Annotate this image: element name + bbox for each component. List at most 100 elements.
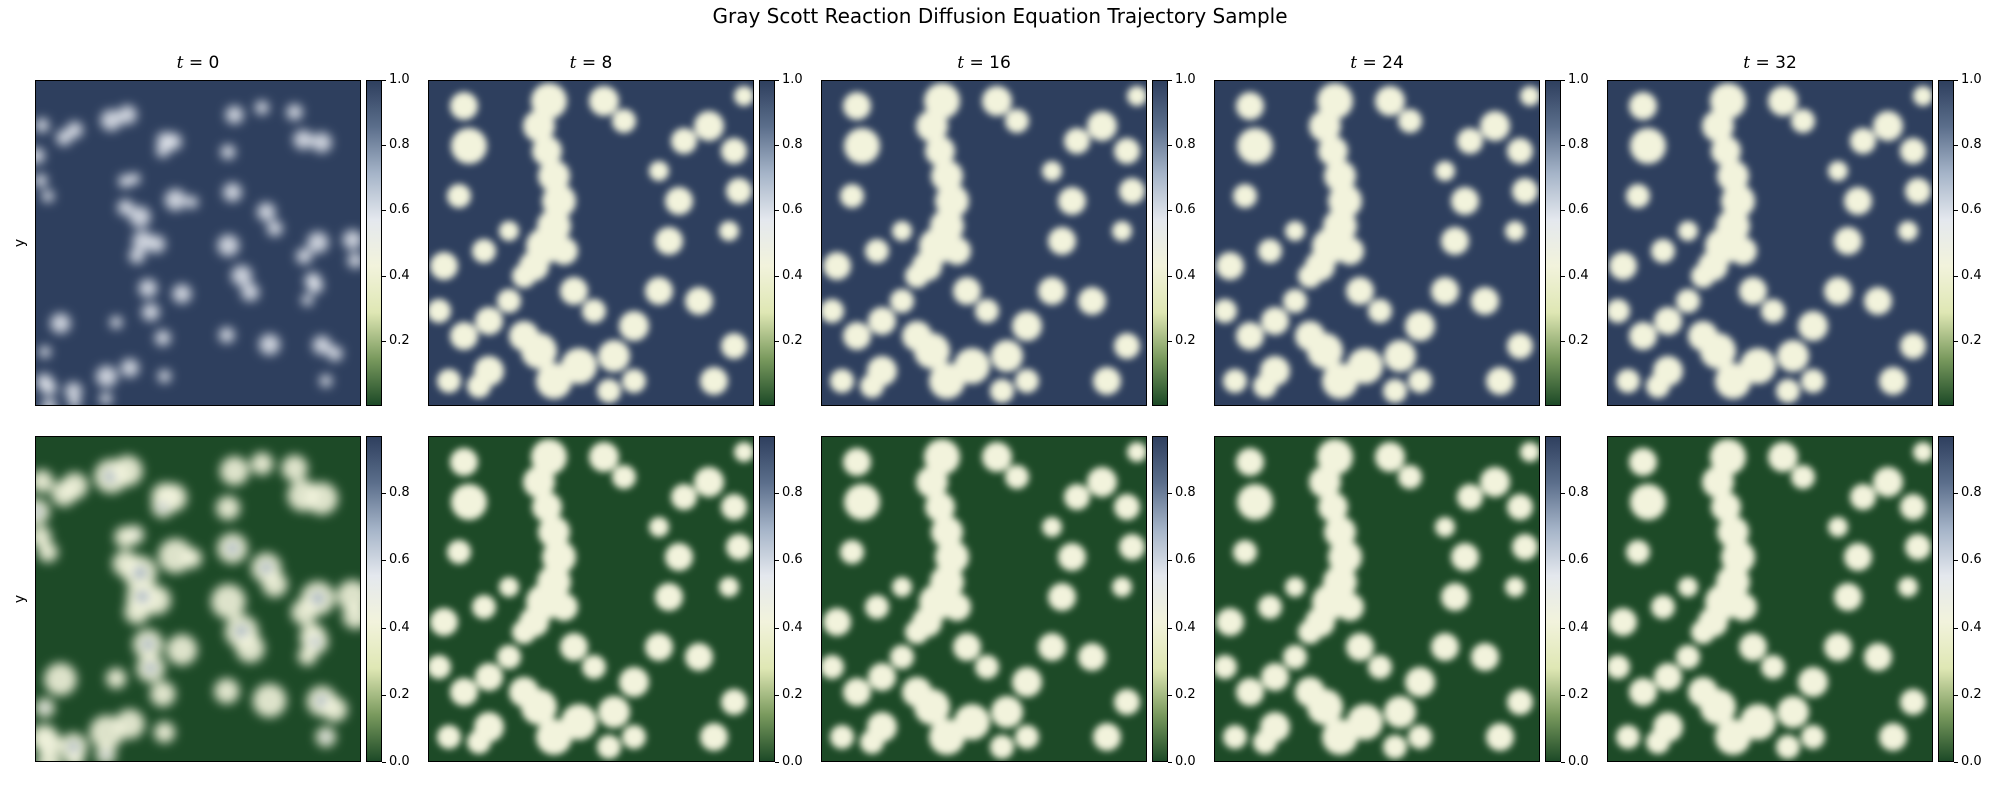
heatmap-blob bbox=[1398, 109, 1422, 133]
colorbar-tick-label: 0.2 bbox=[389, 687, 410, 702]
heatmap-blob bbox=[1798, 311, 1828, 341]
heatmap-panel-r0-c2 bbox=[821, 80, 1147, 406]
colorbar-tickmark bbox=[1168, 341, 1172, 342]
colorbar-tick-label: 0.4 bbox=[1961, 268, 1982, 283]
colorbar-tick-label: 0.0 bbox=[782, 754, 803, 769]
heatmap-blob bbox=[450, 92, 478, 120]
colorbar-tick-label: 0.2 bbox=[1175, 687, 1196, 702]
heatmap-blob bbox=[1336, 237, 1364, 265]
colorbar-r0-c1 bbox=[759, 80, 775, 406]
heatmap-blob bbox=[991, 340, 1023, 372]
heatmap-blob bbox=[1383, 379, 1407, 403]
heatmap-blob bbox=[1761, 299, 1785, 323]
heatmap-blob bbox=[164, 189, 187, 211]
colorbar-tickmark bbox=[382, 493, 386, 494]
heatmap-blob bbox=[36, 469, 54, 493]
colorbar-tickmark bbox=[775, 276, 779, 277]
heatmap-blob bbox=[1834, 227, 1862, 255]
heatmap-blob bbox=[892, 577, 912, 597]
heatmap-blob bbox=[622, 369, 646, 393]
colorbar-tickmark bbox=[1561, 762, 1565, 763]
colorbar-r1-c3 bbox=[1545, 436, 1561, 762]
heatmap-blob bbox=[1739, 277, 1767, 305]
heatmap-blob bbox=[254, 100, 269, 115]
heatmap-blob bbox=[671, 128, 697, 154]
heatmap-blob bbox=[1879, 367, 1907, 395]
heatmap-blob bbox=[1700, 689, 1736, 725]
heatmap-blob bbox=[153, 721, 176, 743]
heatmap-blob bbox=[450, 678, 478, 706]
heatmap-blob bbox=[597, 735, 621, 759]
heatmap-blob bbox=[1864, 643, 1892, 671]
heatmap-blob bbox=[36, 147, 45, 164]
heatmap-blob bbox=[914, 333, 950, 369]
heatmap-panel-r1-c1 bbox=[428, 436, 754, 762]
heatmap-blob bbox=[860, 730, 884, 754]
colorbar-tick-label: 0.4 bbox=[1175, 620, 1196, 635]
colorbar-r0-c2 bbox=[1152, 80, 1168, 406]
heatmap-blob bbox=[1237, 484, 1273, 520]
heatmap-blob bbox=[830, 725, 854, 749]
colorbar-tick-label: 0.0 bbox=[389, 754, 410, 769]
panel-title-c0: t = 0 bbox=[35, 53, 361, 73]
heatmap-blob bbox=[36, 118, 50, 133]
heatmap-blob bbox=[1058, 543, 1086, 571]
heatmap-blob bbox=[521, 333, 557, 369]
panel-title-value: = 32 bbox=[1750, 53, 1797, 73]
heatmap-blob bbox=[1114, 333, 1140, 359]
colorbar-tickmark bbox=[382, 276, 386, 277]
heatmap-blob bbox=[164, 132, 182, 151]
heatmap-blob bbox=[99, 392, 113, 405]
heatmap-blob bbox=[1654, 307, 1682, 335]
heatmap-blob bbox=[523, 110, 555, 142]
heatmap-blob bbox=[499, 577, 519, 597]
heatmap-blob bbox=[312, 335, 332, 355]
heatmap-blob bbox=[925, 492, 955, 522]
heatmap-blob bbox=[219, 456, 250, 486]
colorbar-tickmark bbox=[1954, 762, 1958, 763]
colorbar-tickmark bbox=[1954, 210, 1958, 211]
heatmap-blob bbox=[129, 206, 151, 228]
heatmap-blob bbox=[1824, 277, 1852, 305]
heatmap-blob bbox=[1119, 178, 1145, 204]
heatmap-blob bbox=[1093, 367, 1121, 395]
heatmap-blob bbox=[645, 633, 673, 661]
heatmap-blob bbox=[1347, 704, 1383, 740]
colorbar-tickmark bbox=[1954, 276, 1958, 277]
heatmap-blob bbox=[1435, 517, 1455, 537]
heatmap-blob bbox=[1702, 466, 1734, 498]
heatmap-blob bbox=[287, 479, 319, 512]
heatmap-blob bbox=[36, 373, 53, 391]
heatmap-blob bbox=[1285, 577, 1305, 597]
colorbar-tick-label: 0.2 bbox=[1961, 333, 1982, 348]
heatmap-blob bbox=[532, 492, 562, 522]
colorbar-tickmark bbox=[382, 695, 386, 696]
heatmap-blob bbox=[451, 484, 487, 520]
heatmap-blob bbox=[1408, 369, 1432, 393]
heatmap-blob bbox=[44, 662, 77, 696]
heatmap-blob bbox=[1114, 689, 1140, 715]
heatmap-blob bbox=[868, 307, 896, 335]
heatmap-blob bbox=[259, 333, 281, 356]
colorbar-tick-label: 0.8 bbox=[389, 137, 410, 152]
colorbar-tickmark bbox=[1954, 628, 1958, 629]
heatmap-blob bbox=[1346, 277, 1374, 305]
figure-title: Gray Scott Reaction Diffusion Equation T… bbox=[712, 4, 1288, 28]
heatmap-panel-r0-c3 bbox=[1214, 80, 1540, 406]
colorbar-tickmark bbox=[1561, 493, 1565, 494]
heatmap-blob bbox=[1798, 667, 1828, 697]
colorbar-tickmark bbox=[775, 762, 779, 763]
heatmap-blob bbox=[843, 448, 871, 476]
heatmap-blob bbox=[719, 221, 739, 241]
colorbar-tickmark bbox=[382, 560, 386, 561]
heatmap-blob bbox=[1691, 264, 1715, 288]
heatmap-blob bbox=[41, 189, 55, 203]
heatmap-blob bbox=[36, 525, 52, 548]
heatmap-blob bbox=[954, 348, 990, 384]
heatmap-blob-core bbox=[226, 542, 239, 554]
heatmap-blob bbox=[734, 86, 753, 106]
colorbar-tick-label: 0.8 bbox=[782, 485, 803, 500]
heatmap-blob bbox=[1898, 221, 1918, 241]
heatmap-blob bbox=[154, 330, 171, 346]
colorbar-tick-label: 0.6 bbox=[1961, 552, 1982, 567]
